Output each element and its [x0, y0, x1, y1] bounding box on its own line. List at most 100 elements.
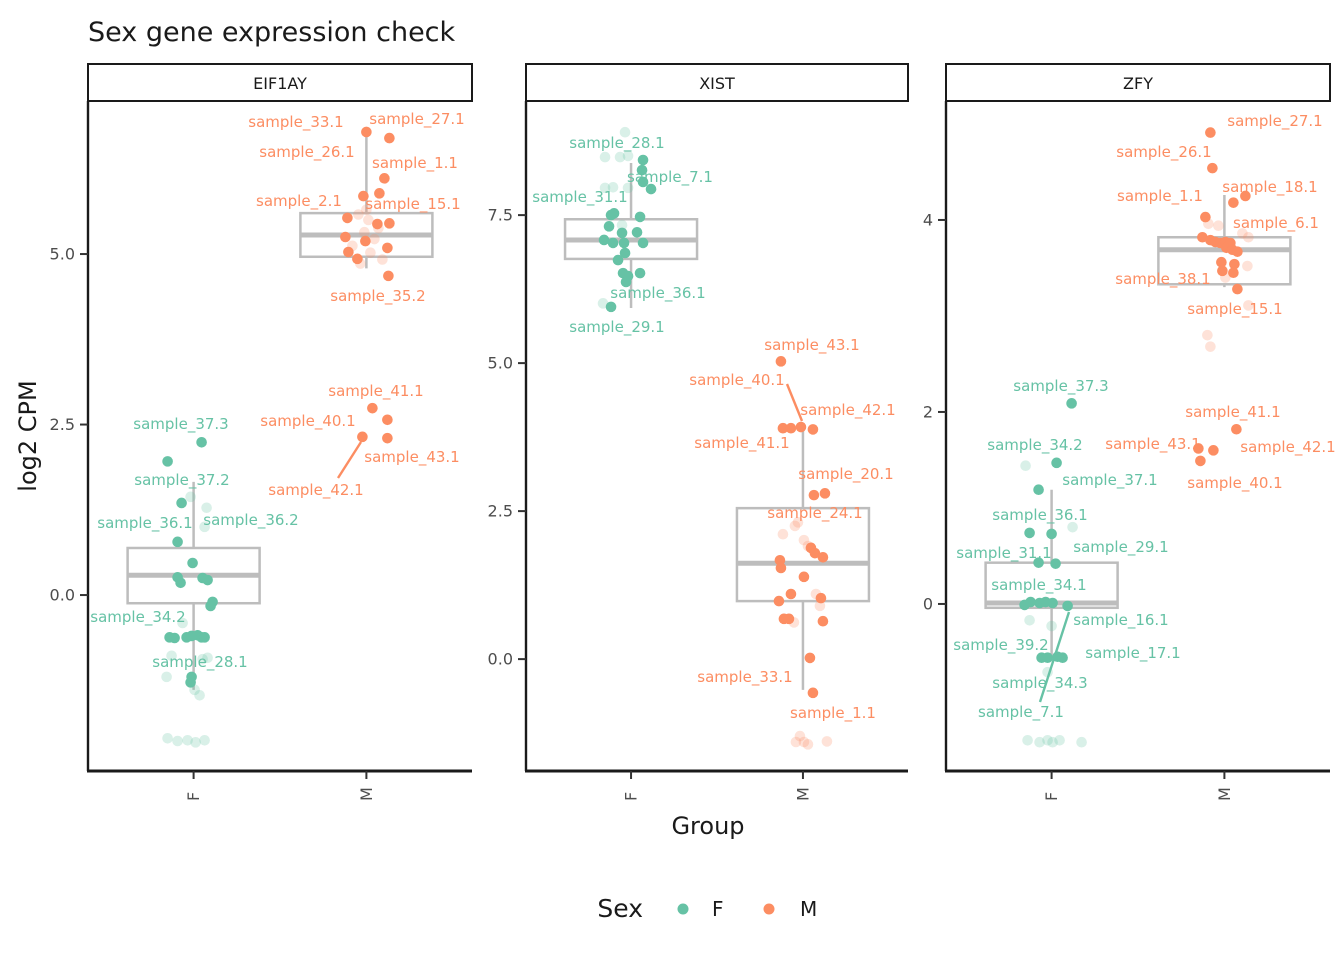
data-point [205, 600, 216, 612]
data-point [1237, 228, 1248, 239]
sample-label: sample_26.1 [259, 143, 354, 162]
sample-label: sample_42.1 [1240, 438, 1335, 457]
sample-label: sample_33.1 [697, 668, 792, 687]
data-point [202, 652, 213, 664]
label-leader-line [1038, 611, 1071, 703]
sample-label: sample_40.1 [260, 412, 355, 431]
sample-label: sample_28.1 [152, 653, 247, 672]
data-point [1242, 260, 1253, 272]
data-point [1193, 443, 1204, 454]
data-point [817, 551, 829, 563]
sample-label: sample_34.1 [991, 576, 1086, 595]
data-point [1202, 329, 1213, 341]
sample-label: sample_16.1 [1073, 611, 1168, 630]
data-point [360, 235, 371, 247]
data-point [637, 176, 649, 188]
sample-label: sample_39.2 [953, 636, 1048, 655]
data-point [605, 301, 617, 313]
data-point [1066, 398, 1077, 409]
sample-label: sample_40.1 [1187, 474, 1282, 493]
data-point [619, 126, 631, 138]
data-point [1229, 258, 1240, 270]
sample-label: sample_17.1 [1085, 644, 1180, 663]
data-point [1046, 528, 1057, 540]
data-point [1046, 620, 1057, 632]
data-point [783, 613, 795, 625]
y-tick-label: 0.0 [488, 650, 513, 669]
data-point [599, 182, 611, 194]
data-point [352, 253, 363, 265]
legend: Sex F M [597, 894, 817, 923]
sample-label: sample_36.1 [992, 506, 1087, 525]
data-point [187, 557, 198, 569]
legend-title: Sex [597, 894, 643, 923]
data-point [1034, 736, 1045, 748]
data-point [619, 247, 631, 259]
data-point [798, 534, 810, 546]
sample-label: sample_15.1 [1187, 300, 1282, 319]
data-point [372, 218, 383, 230]
data-point [631, 226, 643, 238]
data-point [363, 214, 374, 226]
data-point [1042, 734, 1053, 746]
data-point [1213, 220, 1224, 232]
data-point [1232, 246, 1243, 257]
data-point [774, 554, 786, 566]
sample-label: sample_41.1 [328, 382, 423, 401]
y-tick-label: 4 [923, 210, 933, 229]
data-point [773, 595, 785, 607]
data-point [369, 233, 380, 245]
data-point [1033, 484, 1044, 496]
data-point [807, 424, 819, 435]
data-point [1062, 600, 1073, 612]
data-point [809, 547, 821, 559]
data-point [1217, 265, 1228, 277]
data-point [1054, 734, 1065, 746]
facet-strip-label: ZFY [1123, 74, 1153, 93]
data-point [807, 687, 819, 699]
data-point [359, 226, 370, 238]
data-point [636, 164, 648, 176]
data-point [199, 735, 210, 746]
data-point [1047, 736, 1058, 748]
data-point [1024, 527, 1035, 539]
sample-label: sample_41.1 [1185, 403, 1280, 422]
data-point [162, 732, 173, 744]
data-point [185, 677, 196, 688]
sample-label: sample_33.1 [248, 113, 343, 132]
sample-label: sample_42.1 [268, 481, 363, 500]
data-point [620, 276, 632, 288]
data-point [795, 421, 807, 433]
x-tick-label: F [622, 792, 641, 801]
sample-label: sample_31.1 [956, 544, 1051, 563]
sample-label: sample_37.1 [1062, 471, 1157, 490]
data-point [1067, 521, 1078, 533]
data-point [358, 190, 369, 202]
data-point [607, 237, 619, 249]
data-point [804, 652, 816, 664]
data-point [1208, 445, 1219, 456]
y-tick-label: 2.5 [488, 502, 513, 521]
data-point [821, 736, 833, 747]
data-point [196, 436, 207, 448]
facet-strip-label: EIF1AY [253, 74, 307, 93]
data-point [775, 562, 787, 574]
sample-label: sample_42.1 [800, 401, 895, 420]
box-M [735, 506, 871, 603]
facet-strip-label: XIST [699, 74, 735, 93]
data-point [616, 219, 628, 231]
data-point [634, 211, 646, 223]
label-leader-line [336, 441, 363, 479]
data-point [169, 632, 180, 644]
data-point [808, 489, 820, 501]
sample-label: sample_29.1 [1073, 538, 1168, 557]
y-tick-label: 2 [923, 402, 933, 421]
data-point [817, 615, 829, 627]
data-point [1020, 460, 1031, 472]
sample-label: sample_41.1 [694, 434, 789, 453]
data-point [161, 671, 172, 683]
facet-strip [87, 63, 473, 102]
sample-label: sample_37.3 [1013, 377, 1108, 396]
data-point [612, 254, 624, 266]
